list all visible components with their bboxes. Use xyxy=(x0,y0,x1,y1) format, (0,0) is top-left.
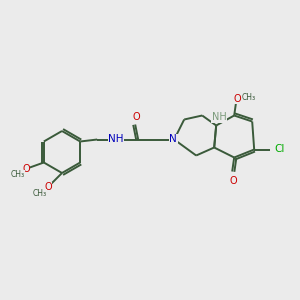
Text: CH₃: CH₃ xyxy=(33,190,47,199)
Text: NH: NH xyxy=(212,112,226,122)
Text: Cl: Cl xyxy=(274,145,284,154)
Text: NH: NH xyxy=(108,134,124,145)
Text: CH₃: CH₃ xyxy=(11,170,25,179)
Text: O: O xyxy=(22,164,30,173)
Text: O: O xyxy=(230,176,237,185)
Text: CH₃: CH₃ xyxy=(242,93,256,102)
Text: O: O xyxy=(132,112,140,122)
Text: N: N xyxy=(169,134,177,145)
Text: O: O xyxy=(44,182,52,192)
Text: O: O xyxy=(233,94,241,103)
